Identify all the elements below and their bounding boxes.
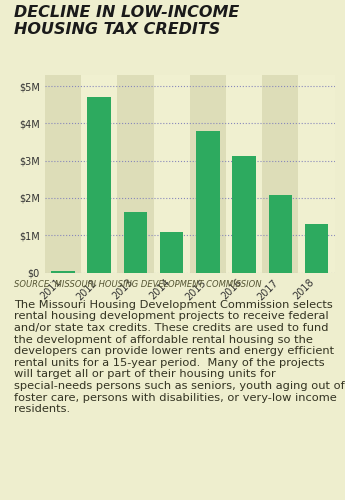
Bar (154, 75, 190, 272)
Bar (262, 75, 298, 272)
Bar (160, 232, 184, 272)
Text: SOURCE: MISSOURI HOUSING DEVELOPMENT COMMISSION: SOURCE: MISSOURI HOUSING DEVELOPMENT COM… (14, 280, 261, 289)
Bar (51, 271, 75, 272)
Bar (232, 156, 256, 272)
Bar (190, 75, 226, 272)
Bar (196, 131, 220, 272)
Bar (226, 75, 262, 272)
Bar (117, 75, 154, 272)
Text: DECLINE IN LOW-INCOME
HOUSING TAX CREDITS: DECLINE IN LOW-INCOME HOUSING TAX CREDIT… (14, 5, 239, 37)
Bar (305, 224, 328, 272)
Bar (298, 75, 335, 272)
Bar (124, 212, 147, 272)
Bar (45, 75, 81, 272)
Bar (268, 195, 292, 272)
Text: The Missouri Housing Development Commission selects rental housing development p: The Missouri Housing Development Commiss… (14, 300, 345, 414)
Bar (81, 75, 117, 272)
Bar (87, 96, 111, 272)
